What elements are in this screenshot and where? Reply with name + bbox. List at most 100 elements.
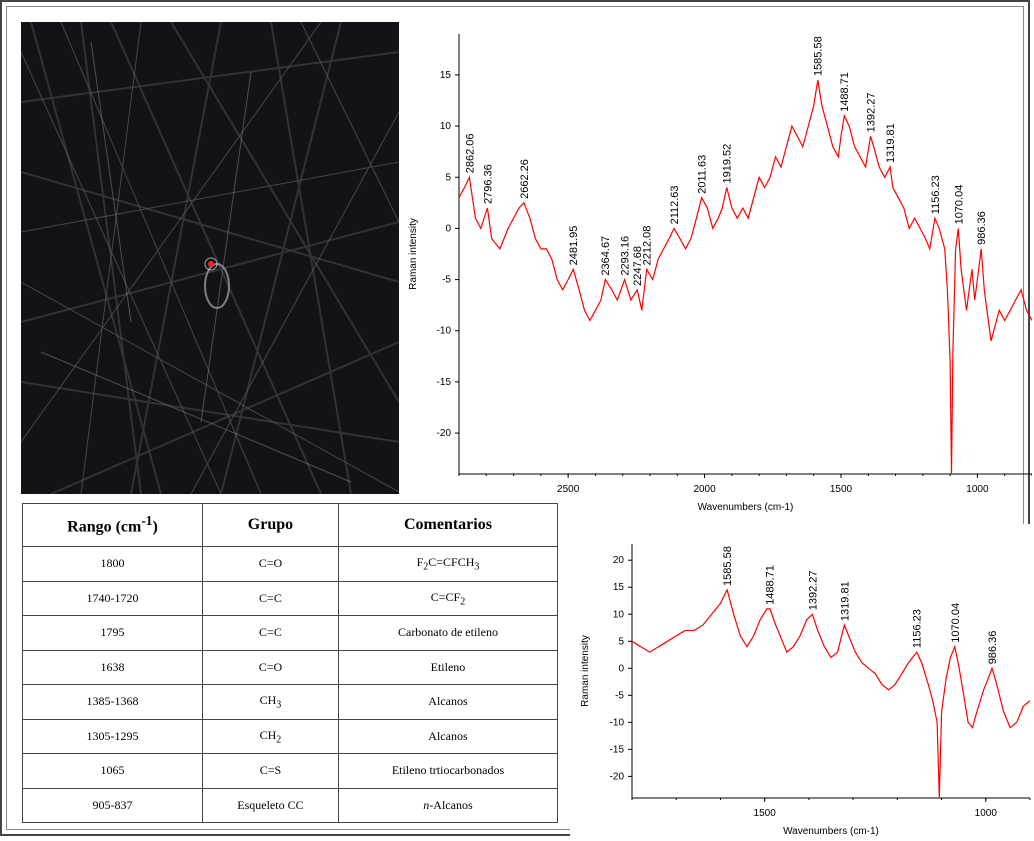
- peak-label: 1070.04: [950, 603, 962, 643]
- cell-comment: Etileno trtiocarbonados: [337, 753, 559, 789]
- raman-spectrum-top-svg: 15 10 5 0 -5 -10 -15 -20 2500 2000 1500 1000 Wavenum…: [408, 34, 1033, 513]
- y-tick-label: 15: [613, 582, 625, 593]
- cell-comment: n-Alcanos: [337, 787, 559, 823]
- peak-label: 2862.06: [464, 133, 476, 173]
- microscope-photo: [21, 22, 399, 494]
- cell-group-subscript: 2: [276, 733, 282, 745]
- peak-label: 1488.71: [765, 565, 777, 605]
- spectrum-line: [632, 588, 1030, 798]
- cell-range: 1065: [22, 753, 203, 789]
- table-row: 1638 C=O Etileno: [22, 649, 559, 685]
- fiber-image: [21, 22, 399, 494]
- red-laser-spot: [208, 261, 214, 267]
- peak-label: 2481.95: [568, 226, 580, 266]
- cell-group: C=C: [201, 615, 339, 651]
- x-tick-label: 2500: [557, 484, 580, 495]
- table-row: 1795 C=C Carbonato de etileno: [22, 615, 559, 651]
- raman-spectrum-bottom-svg: 20 15 10 5 0 -5 -10 -15 -20 1500 1000 Wavenumbers (…: [580, 544, 1031, 837]
- peak-label: 2011.63: [696, 155, 708, 194]
- header-range-close: ): [152, 518, 158, 536]
- x-tick-label: 1500: [830, 484, 853, 495]
- cell-comment-subscript-2: 3: [474, 561, 480, 573]
- cell-group-text: C=C: [259, 590, 282, 605]
- peak-label: 2662.26: [519, 159, 531, 199]
- x-tick-label: 1000: [966, 484, 989, 495]
- peak-label: 1585.58: [722, 546, 734, 586]
- raman-spectrum-bottom: 20 15 10 5 0 -5 -10 -15 -20 1500 1000 Wavenumbers (…: [570, 524, 1032, 837]
- cell-comment-subscript: 2: [423, 561, 429, 573]
- y-tick-label: -15: [437, 377, 452, 388]
- x-tick-label: 1000: [975, 808, 998, 819]
- cell-range: 1740-1720: [22, 580, 203, 616]
- cell-comment-text: C=CF: [430, 589, 461, 604]
- cell-group-subscript: 3: [276, 699, 282, 711]
- cell-group-text: CH: [259, 693, 277, 708]
- table-row: 1800 C=O F2C=CFCH3: [22, 546, 559, 582]
- table-row: 1305-1295 CH2 Alcanos: [22, 718, 559, 754]
- cell-comment-text: Etileno: [430, 659, 466, 674]
- spectrum-line: [459, 79, 1032, 474]
- cell-comment-text: Etileno trtiocarbonados: [391, 763, 505, 778]
- cell-comment: Alcanos: [337, 684, 559, 720]
- y-tick-label: -5: [615, 690, 624, 701]
- y-tick-label: 0: [445, 223, 451, 234]
- y-tick-label: 15: [440, 70, 452, 81]
- peak-label: 1319.81: [839, 581, 851, 621]
- y-tick-label: -10: [610, 717, 625, 728]
- cell-group-text: C=O: [258, 659, 283, 674]
- table-body: 1800 C=O F2C=CFCH3 1740-1720 C=C C=CF2 1795 C=C…: [22, 546, 559, 823]
- y-tick-label: 5: [445, 172, 451, 183]
- cell-comment-text: Carbonato de etileno: [397, 625, 498, 640]
- cell-group: C=O: [201, 649, 339, 685]
- cell-range: 1795: [22, 615, 203, 651]
- x-tick-label: 1500: [754, 808, 777, 819]
- peak-label: 1392.27: [865, 93, 877, 133]
- table-row: 1740-1720 C=C C=CF2: [22, 580, 559, 616]
- raman-spectrum-top: 15 10 5 0 -5 -10 -15 -20 2500 2000 1500 1000 Wavenum…: [402, 14, 1033, 520]
- peak-label: 1585.58: [813, 36, 825, 76]
- cell-group-text: C=S: [259, 763, 282, 778]
- cell-comment-text: Alcanos: [428, 728, 468, 743]
- cell-group-text: Esqueleto CC: [237, 797, 304, 812]
- cell-comment: Alcanos: [337, 718, 559, 754]
- x-axis-title: Wavenumbers (cm-1): [783, 826, 879, 836]
- cell-group: CH2: [201, 718, 339, 754]
- y-axis-title: Raman intensity: [408, 218, 419, 290]
- table-row: 1385-1368 CH3 Alcanos: [22, 684, 559, 720]
- peak-label: 1156.23: [912, 609, 924, 648]
- cell-group: C=O: [201, 546, 339, 582]
- y-tick-label: 0: [618, 663, 624, 674]
- cell-range: 1638: [22, 649, 203, 685]
- cell-group: Esqueleto CC: [201, 787, 339, 823]
- peak-label: 2796.36: [482, 164, 494, 204]
- assignments-table-grid: Rango (cm-1) Grupo Comentarios 1800 C=O F2…: [22, 503, 559, 823]
- y-tick-label: -20: [437, 428, 452, 439]
- y-tick-label: 20: [613, 555, 625, 566]
- peak-label: 1392.27: [807, 570, 819, 610]
- cell-comment-subscript: 2: [460, 595, 466, 607]
- cell-comment-italic: n: [423, 797, 430, 812]
- cell-range: 1305-1295: [22, 718, 203, 754]
- peak-label: 2212.08: [642, 226, 654, 266]
- cell-group-text: C=C: [259, 625, 282, 640]
- cell-comment: Etileno: [337, 649, 559, 685]
- y-tick-label: -10: [437, 326, 452, 337]
- x-tick-label: 2000: [693, 484, 716, 495]
- cell-comment: C=CF2: [337, 580, 559, 616]
- x-axis-title: Wavenumbers (cm-1): [698, 502, 794, 513]
- peak-label: 2112.63: [669, 185, 681, 224]
- cell-group: C=C: [201, 580, 339, 616]
- header-comments: Comentarios: [337, 503, 559, 547]
- peak-label: 1319.81: [885, 123, 897, 163]
- table-row: 1065 C=S Etileno trtiocarbonados: [22, 753, 559, 789]
- cell-group: C=S: [201, 753, 339, 789]
- cell-comment-text-2: C=CFCH: [428, 555, 475, 570]
- table-row: 905-837 Esqueleto CC n-Alcanos: [22, 787, 559, 823]
- table-header-row: Rango (cm-1) Grupo Comentarios: [22, 503, 559, 547]
- y-tick-label: -5: [442, 275, 451, 286]
- assignments-table: Rango (cm-1) Grupo Comentarios 1800 C=O F2…: [22, 503, 559, 823]
- header-range: Rango (cm-1): [22, 503, 203, 547]
- header-range-label: Rango (cm: [67, 518, 142, 536]
- y-tick-label: 10: [440, 121, 452, 132]
- peak-label: 1488.71: [839, 72, 851, 112]
